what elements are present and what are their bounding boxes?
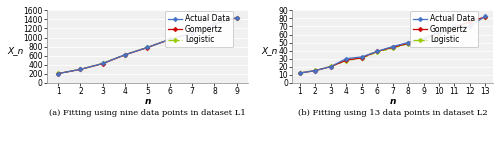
Logistic: [297, 72, 303, 74]
Actual Data: [467, 26, 473, 27]
Actual Data: [390, 46, 396, 47]
Gompertz: [467, 21, 473, 23]
Logistic: [420, 38, 426, 40]
Logistic: [374, 51, 380, 53]
Gompertz: [100, 63, 106, 65]
Gompertz: [212, 24, 218, 25]
Logistic: [122, 54, 128, 56]
Gompertz: [358, 57, 364, 59]
Line: Actual Data: Actual Data: [298, 14, 487, 75]
Gompertz: [55, 73, 61, 75]
Gompertz: [312, 70, 318, 71]
Title: (a) Fitting using nine data points in dataset L1: (a) Fitting using nine data points in da…: [49, 108, 246, 116]
Gompertz: [436, 32, 442, 34]
X-axis label: n: n: [144, 97, 150, 106]
Gompertz: [144, 47, 150, 49]
Actual Data: [452, 26, 458, 27]
Actual Data: [328, 66, 334, 67]
Gompertz: [189, 32, 195, 34]
Logistic: [452, 27, 458, 29]
Actual Data: [234, 17, 239, 19]
Gompertz: [167, 39, 173, 40]
Line: Logistic: Logistic: [56, 16, 238, 75]
Y-axis label: X_n: X_n: [262, 47, 278, 56]
Actual Data: [167, 38, 173, 40]
Gompertz: [420, 38, 426, 39]
Title: (b) Fitting using 13 data points in dataset L2: (b) Fitting using 13 data points in data…: [298, 108, 488, 116]
Gompertz: [452, 26, 458, 28]
Gompertz: [297, 72, 303, 74]
Logistic: [328, 65, 334, 67]
Line: Gompertz: Gompertz: [298, 15, 487, 75]
Logistic: [436, 33, 442, 35]
Logistic: [167, 38, 173, 40]
Line: Gompertz: Gompertz: [56, 16, 238, 75]
Gompertz: [122, 54, 128, 56]
Logistic: [405, 43, 411, 45]
Logistic: [467, 21, 473, 23]
Gompertz: [405, 42, 411, 44]
Actual Data: [405, 42, 411, 43]
Legend: Actual Data, Gompertz, Logistic: Actual Data, Gompertz, Logistic: [410, 11, 478, 47]
Gompertz: [234, 17, 239, 19]
Logistic: [358, 57, 364, 59]
Logistic: [189, 32, 195, 34]
Logistic: [344, 60, 349, 62]
Actual Data: [100, 63, 106, 64]
Actual Data: [436, 31, 442, 33]
Y-axis label: X_n: X_n: [7, 47, 24, 56]
Logistic: [78, 68, 84, 70]
Actual Data: [189, 33, 195, 34]
X-axis label: n: n: [390, 97, 396, 106]
Logistic: [55, 73, 61, 74]
Legend: Actual Data, Gompertz, Logistic: Actual Data, Gompertz, Logistic: [165, 11, 233, 47]
Actual Data: [144, 47, 150, 48]
Gompertz: [344, 59, 349, 61]
Logistic: [100, 62, 106, 64]
Line: Logistic: Logistic: [298, 15, 487, 75]
Actual Data: [358, 56, 364, 58]
Gompertz: [328, 66, 334, 67]
Line: Actual Data: Actual Data: [56, 16, 238, 75]
Gompertz: [390, 46, 396, 48]
Logistic: [144, 46, 150, 48]
Gompertz: [78, 69, 84, 70]
Actual Data: [297, 72, 303, 74]
Logistic: [482, 16, 488, 18]
Actual Data: [344, 58, 349, 60]
Actual Data: [374, 50, 380, 52]
Actual Data: [212, 23, 218, 25]
Actual Data: [420, 38, 426, 39]
Logistic: [212, 23, 218, 25]
Actual Data: [55, 73, 61, 75]
Logistic: [234, 17, 239, 19]
Actual Data: [78, 68, 84, 70]
Actual Data: [312, 70, 318, 71]
Logistic: [312, 69, 318, 71]
Actual Data: [482, 15, 488, 17]
Gompertz: [374, 50, 380, 52]
Logistic: [390, 47, 396, 49]
Gompertz: [482, 16, 488, 18]
Actual Data: [122, 54, 128, 56]
